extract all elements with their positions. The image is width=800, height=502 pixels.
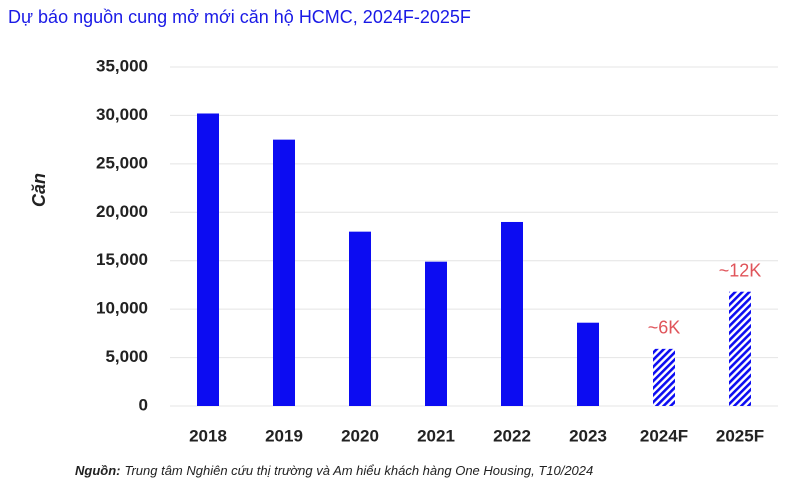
bar bbox=[501, 221, 523, 406]
y-axis-label: Căn bbox=[29, 173, 49, 207]
x-tick-label: 2021 bbox=[417, 426, 455, 445]
source-label: Nguồn: bbox=[75, 463, 120, 478]
x-tick-label: 2025F bbox=[716, 426, 764, 445]
bar bbox=[425, 261, 447, 406]
x-tick-label: 2023 bbox=[569, 426, 607, 445]
y-tick-label: 10,000 bbox=[96, 299, 148, 318]
y-tick-label: 35,000 bbox=[96, 56, 148, 75]
bar bbox=[729, 291, 751, 406]
bar bbox=[349, 231, 371, 406]
y-tick-label: 25,000 bbox=[96, 153, 148, 172]
y-tick-label: 15,000 bbox=[96, 250, 148, 269]
x-tick-label: 2024F bbox=[640, 426, 688, 445]
y-tick-label: 5,000 bbox=[105, 347, 148, 366]
value-label: ~6K bbox=[648, 318, 681, 338]
bar bbox=[577, 322, 599, 406]
x-tick-label: 2020 bbox=[341, 426, 379, 445]
bar bbox=[653, 348, 675, 406]
x-tick-label: 2019 bbox=[265, 426, 303, 445]
x-tick-label: 2018 bbox=[189, 426, 227, 445]
chart-title: Dự báo nguồn cung mở mới căn hộ HCMC, 20… bbox=[8, 7, 471, 27]
value-label: ~12K bbox=[719, 260, 762, 280]
x-tick-label: 2022 bbox=[493, 426, 531, 445]
source-text: Trung tâm Nghiên cứu thị trường và Am hi… bbox=[124, 463, 593, 478]
bar bbox=[273, 139, 295, 406]
bar bbox=[197, 113, 219, 407]
y-tick-label: 20,000 bbox=[96, 202, 148, 221]
y-tick-label: 30,000 bbox=[96, 105, 148, 124]
source-note: Nguồn: Trung tâm Nghiên cứu thị trường và… bbox=[75, 463, 593, 478]
y-tick-label: 0 bbox=[139, 395, 148, 414]
